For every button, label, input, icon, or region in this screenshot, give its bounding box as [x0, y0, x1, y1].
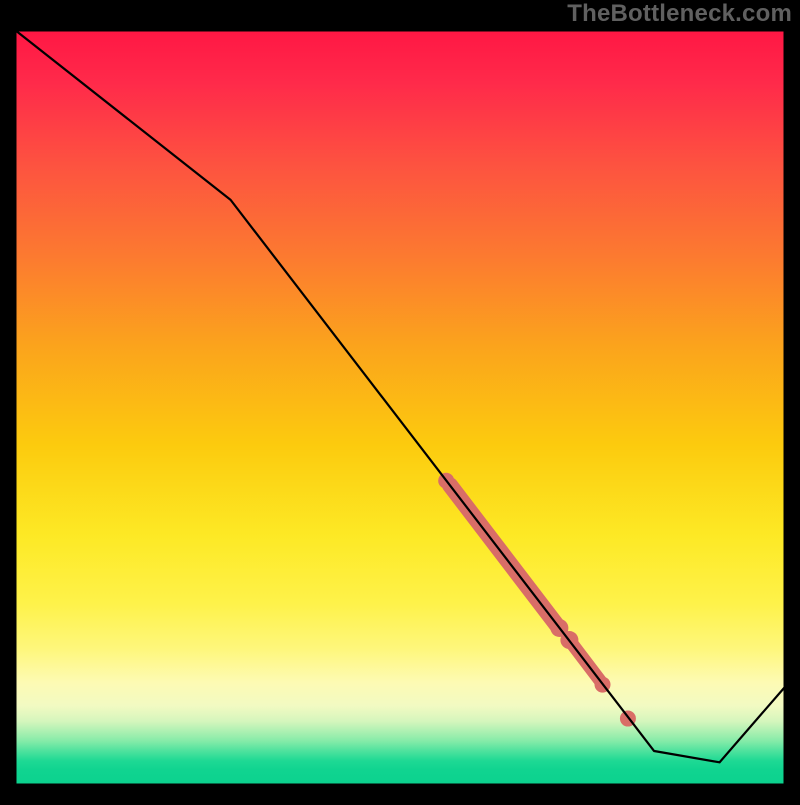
chart-stage: TheBottleneck.com	[0, 0, 800, 800]
watermark-text: TheBottleneck.com	[567, 0, 792, 28]
gradient-background	[15, 30, 785, 785]
chart-svg	[0, 0, 800, 800]
